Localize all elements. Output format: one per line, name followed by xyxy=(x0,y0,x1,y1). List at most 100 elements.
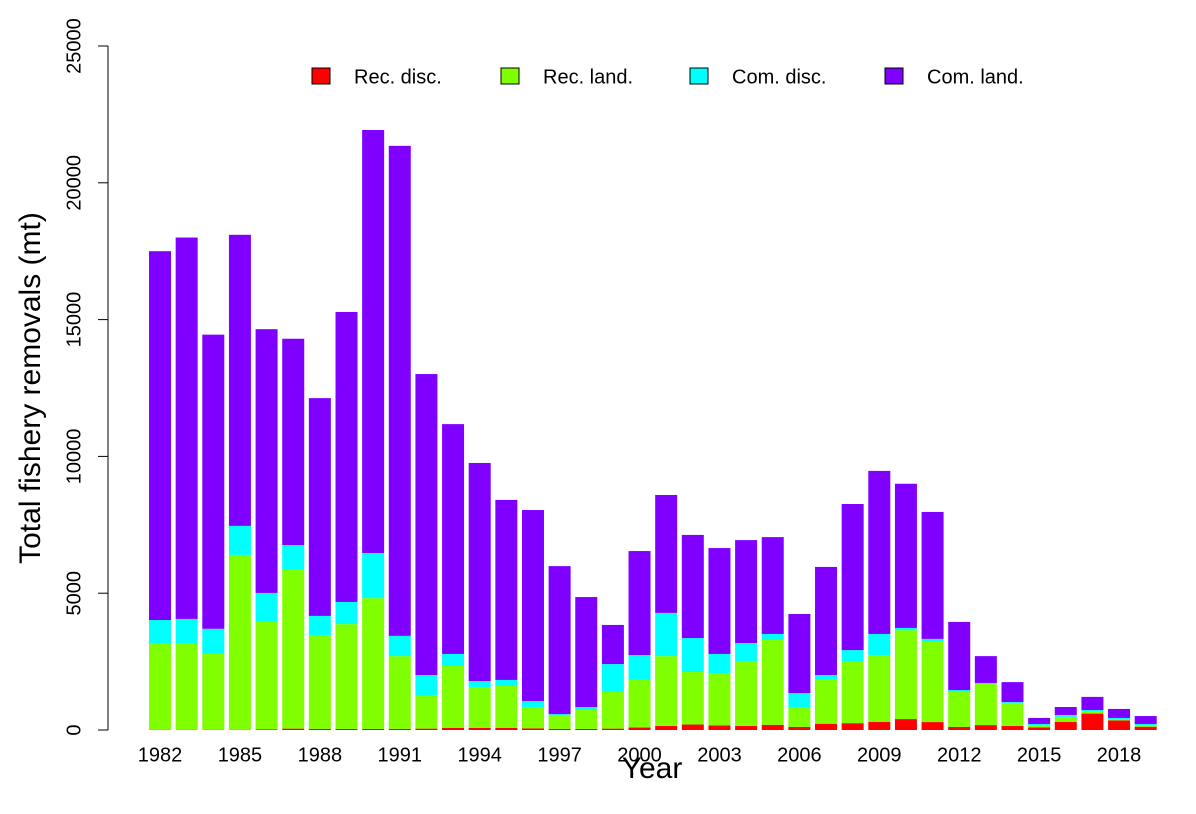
legend-swatch xyxy=(500,67,520,85)
bar-segment xyxy=(442,727,465,730)
bar-segment xyxy=(468,687,491,728)
bar-segment xyxy=(708,673,731,726)
y-tick-label: 0 xyxy=(63,724,85,735)
bar-segment xyxy=(415,694,438,729)
bar-segment xyxy=(255,621,278,730)
bar-segment xyxy=(255,729,278,730)
bar-segment xyxy=(841,723,864,730)
bar-segment xyxy=(255,329,278,593)
bar-segment xyxy=(1028,717,1051,724)
bar-segment xyxy=(308,398,331,616)
bar-segment xyxy=(655,494,678,613)
bar-segment xyxy=(282,545,305,570)
bar-segment xyxy=(974,656,997,683)
bar-segment xyxy=(681,724,704,730)
bar-segment xyxy=(202,653,225,730)
bar-segment xyxy=(1028,727,1051,730)
x-tick-label: 2015 xyxy=(1017,744,1062,766)
bar-segment xyxy=(1134,716,1157,724)
x-tick-label: 2003 xyxy=(697,744,742,766)
bar-segment xyxy=(974,684,997,726)
x-tick-label: 2000 xyxy=(617,744,662,766)
bar-segment xyxy=(1001,702,1024,726)
bar-segment xyxy=(601,664,624,692)
bar-segment xyxy=(628,655,651,680)
bar-segment xyxy=(388,728,411,730)
bar-segment xyxy=(228,525,251,555)
bar-segment xyxy=(1108,720,1131,730)
bar-segment xyxy=(1134,723,1157,726)
bar-segment xyxy=(575,710,598,729)
bar-segment xyxy=(575,597,598,708)
x-tick-label: 1997 xyxy=(537,744,582,766)
legend-swatch xyxy=(311,67,331,85)
bar-segment xyxy=(362,728,385,730)
bar-segment xyxy=(308,635,331,729)
bar-segment xyxy=(495,685,518,728)
bar-segment xyxy=(868,721,891,730)
bar-segment xyxy=(521,510,544,701)
bar-segment xyxy=(761,537,784,634)
bar-segment xyxy=(495,727,518,730)
y-tick-label: 5000 xyxy=(63,571,85,616)
bar-segment xyxy=(548,714,571,715)
bar-segment xyxy=(468,681,491,688)
bar-segment xyxy=(495,679,518,686)
legend-label: Com. disc. xyxy=(732,66,826,88)
bar-segment xyxy=(761,633,784,640)
bar-segment xyxy=(815,723,838,730)
x-tick-label: 1982 xyxy=(138,744,183,766)
bar-segment xyxy=(388,635,411,657)
bar-segment xyxy=(308,615,331,636)
bar-segment xyxy=(1054,707,1077,715)
bar-segment xyxy=(655,656,678,726)
y-tick-label: 10000 xyxy=(63,429,85,485)
bar-segment xyxy=(655,725,678,730)
bar-segment xyxy=(894,627,917,631)
y-tick-label: 20000 xyxy=(63,155,85,211)
bar-segment xyxy=(681,671,704,725)
bar-segment xyxy=(175,237,198,619)
bar-segment xyxy=(1134,726,1157,730)
x-tick-label: 2009 xyxy=(857,744,902,766)
bar-segment xyxy=(468,727,491,730)
bar-segment xyxy=(948,690,971,692)
bar-segment xyxy=(815,675,838,680)
bar-segment xyxy=(1054,721,1077,730)
bar-segment xyxy=(548,728,571,730)
bar-segment xyxy=(868,655,891,722)
bar-segment xyxy=(521,728,544,730)
bar-segment xyxy=(335,624,358,729)
bar-segment xyxy=(868,633,891,656)
legend-label: Rec. land. xyxy=(543,66,633,88)
bar-segment xyxy=(761,639,784,725)
x-axis-title: Year xyxy=(622,752,683,785)
x-tick-label: 1988 xyxy=(298,744,343,766)
bar-segment xyxy=(468,462,491,682)
bar-segment xyxy=(1028,725,1051,728)
bar-segment xyxy=(1028,723,1051,726)
y-tick-label: 15000 xyxy=(63,292,85,348)
bar-segment xyxy=(575,707,598,711)
bar-segment xyxy=(415,728,438,730)
bar-segment xyxy=(548,714,571,729)
bar-segment xyxy=(149,620,172,643)
x-tick-label: 2012 xyxy=(937,744,982,766)
bar-segment xyxy=(415,374,438,676)
bar-segment xyxy=(948,621,971,691)
bar-segment xyxy=(841,650,864,662)
bar-segment xyxy=(362,129,385,553)
bar-segment xyxy=(175,642,198,730)
bar-segment xyxy=(601,728,624,730)
bar-segment xyxy=(601,624,624,665)
bar-segment xyxy=(308,728,331,730)
bar-segment xyxy=(921,722,944,730)
bar-segment xyxy=(735,661,758,726)
bar-segment xyxy=(442,653,465,666)
bar-segment xyxy=(1081,711,1104,714)
bar-segment xyxy=(841,504,864,651)
bar-segment xyxy=(788,726,811,730)
bar-segment xyxy=(894,483,917,628)
bar-segment xyxy=(1134,725,1157,727)
bar-segment xyxy=(282,728,305,730)
